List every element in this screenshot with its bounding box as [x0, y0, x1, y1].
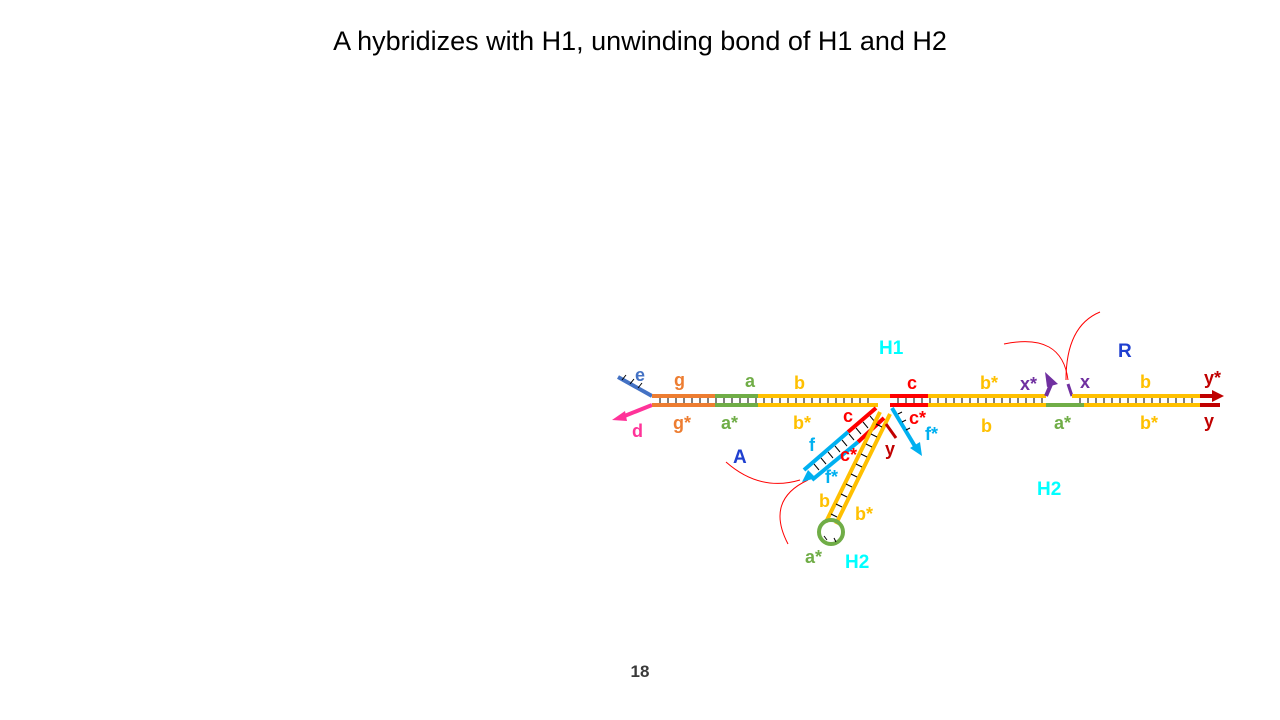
- label-h1: H1: [879, 338, 904, 359]
- label-f-star: f*: [925, 424, 938, 444]
- label-branch-f-star: f*: [825, 467, 838, 487]
- label-d: d: [632, 421, 643, 441]
- arc-r-top: [1065, 311, 1101, 381]
- hairpin-loop-ticks: [823, 535, 837, 543]
- label-a-star: a*: [721, 413, 738, 433]
- junction-f-star-arrowhead: [910, 442, 922, 456]
- branch-domain-c: [846, 406, 878, 434]
- label-branch-c: c: [843, 406, 853, 426]
- domain-e: [617, 375, 653, 398]
- hairpin-loop-a-star: [817, 518, 845, 546]
- f-star-branch-arrowhead: [802, 470, 816, 482]
- slide-number: 18: [630, 662, 650, 681]
- junction-f-star-ticks: [897, 411, 911, 431]
- label-branch-b-star: b*: [855, 504, 873, 524]
- label-c: c: [907, 373, 917, 393]
- label-b-star: b*: [980, 373, 998, 393]
- branch-c-f-base-pairs: [813, 415, 876, 471]
- main-duplex-base-pairs: [621, 374, 1193, 403]
- label-g: g: [674, 370, 685, 390]
- top-strand: [617, 375, 1216, 398]
- label-b: b: [794, 373, 805, 393]
- label-y: y: [1204, 411, 1214, 431]
- slide-title: A hybridizes with H1, unwinding bond of …: [333, 26, 947, 56]
- label-y-star: y*: [1204, 368, 1221, 388]
- hairpin-stem-base-pairs: [830, 423, 883, 518]
- label-branch-y: y: [885, 439, 895, 459]
- label-b2: b: [1140, 372, 1151, 392]
- arc-h2-bottom: [779, 479, 809, 545]
- label-branch-c-star: c*: [840, 445, 857, 465]
- stem-domain-b-star: [834, 413, 892, 525]
- domain-x: [1066, 383, 1074, 397]
- hairpin-stem: [824, 411, 892, 525]
- d-arrowhead: [612, 411, 627, 421]
- label-b-bottom: b: [981, 416, 992, 436]
- branch-domain-f: [802, 430, 850, 472]
- branch-c-f: [802, 406, 886, 482]
- label-a-complex: A: [733, 447, 747, 468]
- stem-domain-b: [824, 411, 882, 523]
- label-branch-f: f: [809, 435, 816, 455]
- arc-a-complex: [725, 461, 801, 484]
- label-b-star2: b*: [1140, 413, 1158, 433]
- label-a: a: [745, 371, 756, 391]
- label-x-star: x*: [1020, 374, 1037, 394]
- label-a-star2: a*: [1054, 413, 1071, 433]
- label-branch-a-star: a*: [805, 547, 822, 567]
- junction-y-stub: [884, 423, 898, 439]
- label-h2-bottom: H2: [845, 552, 869, 573]
- label-h2-right: H2: [1037, 479, 1061, 500]
- label-c-star: c*: [909, 408, 926, 428]
- label-g-star: g*: [673, 413, 691, 433]
- bottom-strand: [621, 403, 1220, 419]
- label-r: R: [1118, 341, 1132, 362]
- y-star-arrowhead: [1212, 390, 1224, 402]
- domain-d: [621, 403, 653, 419]
- branch-domain-f-star: [810, 440, 860, 482]
- junction-f-star-strand: [890, 406, 918, 450]
- x-star-arrowhead: [1045, 372, 1058, 387]
- label-x: x: [1080, 372, 1090, 392]
- label-branch-b: b: [819, 491, 830, 511]
- label-e: e: [635, 365, 645, 385]
- label-b-star-bottom: b*: [793, 413, 811, 433]
